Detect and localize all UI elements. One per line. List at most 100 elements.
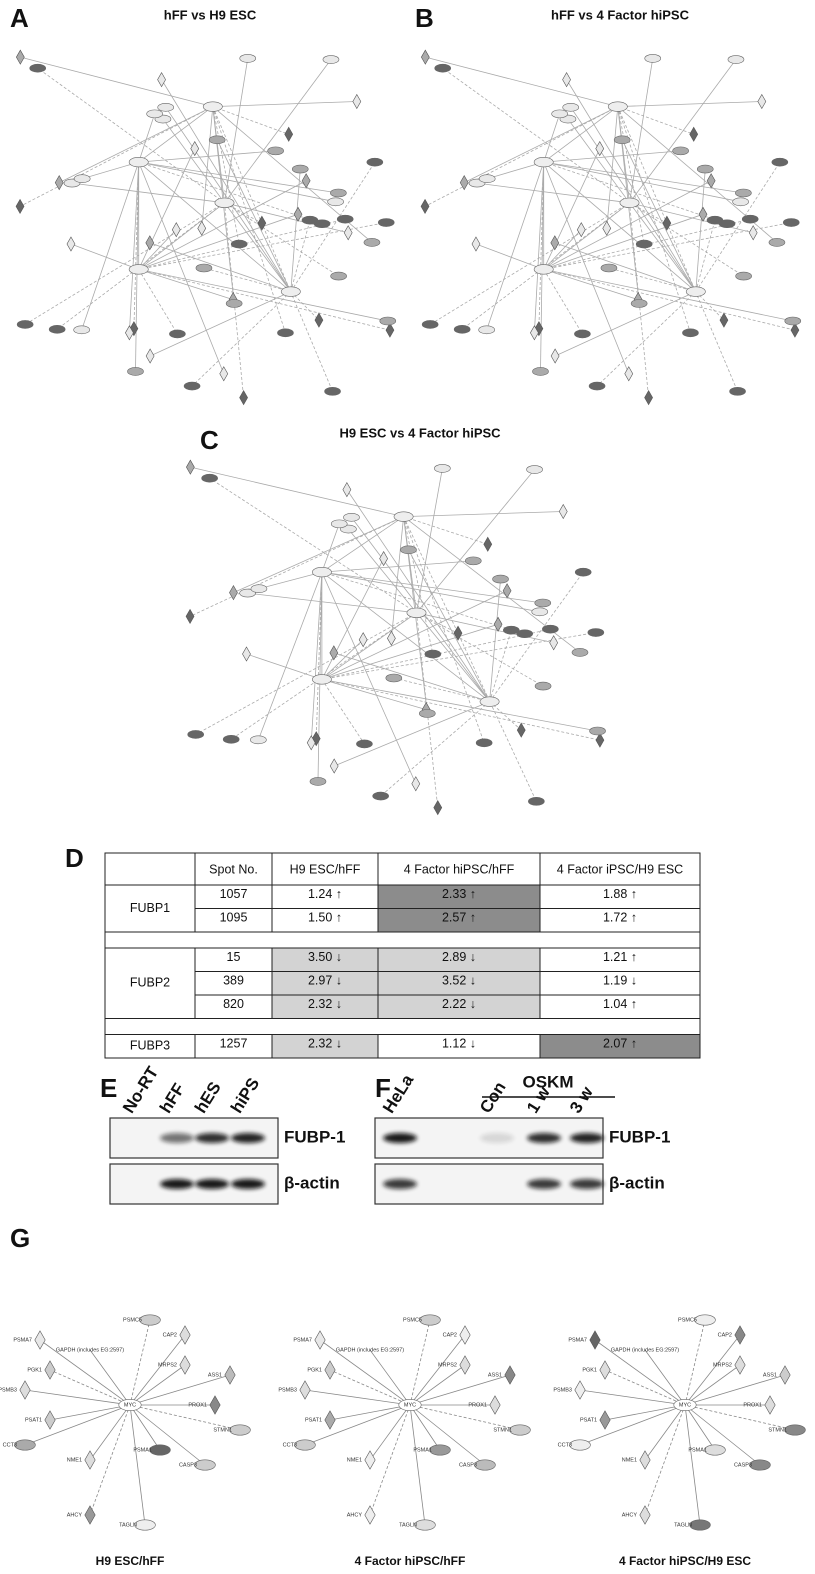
- hub-label: MYC: [404, 1402, 416, 1408]
- edge: [190, 517, 404, 617]
- edge: [645, 1350, 685, 1405]
- edge: [391, 517, 403, 639]
- node: [400, 546, 416, 554]
- edge: [139, 114, 155, 162]
- node: [188, 730, 204, 738]
- edge: [696, 169, 705, 292]
- gene-node: [295, 1440, 316, 1450]
- node: [242, 647, 250, 661]
- gene-label: PSAT1: [25, 1417, 42, 1423]
- edge: [417, 613, 544, 686]
- node: [16, 50, 24, 64]
- gene-node: [210, 1396, 220, 1414]
- node: [572, 648, 588, 656]
- hub-node: [215, 198, 234, 208]
- edge: [394, 678, 490, 702]
- table-text: 2.97 ↓: [308, 974, 342, 988]
- gene-node: [430, 1445, 451, 1455]
- node: [184, 382, 200, 390]
- node: [356, 740, 372, 748]
- node: [772, 158, 788, 166]
- gene-label: MRPS2: [438, 1362, 457, 1368]
- gene-node: [300, 1381, 310, 1399]
- table-text: 1095: [220, 911, 248, 925]
- lane-label: hFF: [156, 1080, 189, 1116]
- gene-label: PROX1: [188, 1402, 207, 1408]
- edge: [190, 467, 403, 516]
- hub-node: [129, 157, 148, 167]
- node: [364, 238, 380, 246]
- band-label: β-actin: [609, 1173, 665, 1192]
- edge: [213, 107, 289, 135]
- node: [74, 175, 90, 183]
- node: [251, 585, 267, 593]
- gene-node: [735, 1356, 745, 1374]
- hub-node: [129, 265, 148, 275]
- panel-letter: B: [415, 3, 434, 33]
- table-cell: [105, 932, 700, 948]
- edge: [630, 60, 736, 203]
- edge: [291, 169, 300, 292]
- gene-label: CCT3: [558, 1442, 572, 1448]
- gene-node: [35, 1331, 45, 1349]
- edge: [410, 1365, 465, 1405]
- band: [570, 1179, 604, 1189]
- edge: [139, 269, 390, 330]
- node: [127, 367, 143, 375]
- node: [226, 299, 242, 307]
- edge: [202, 107, 213, 229]
- table-text: 1.21 ↑: [603, 950, 637, 964]
- edge: [330, 1405, 410, 1420]
- node: [421, 199, 429, 213]
- gene-node: [590, 1331, 600, 1349]
- node: [590, 727, 606, 735]
- table-text: 3.52 ↓: [442, 974, 476, 988]
- gene-label: AHCY: [67, 1512, 83, 1518]
- gene-node: [45, 1361, 55, 1379]
- gene-label: CCT3: [3, 1442, 17, 1448]
- node: [720, 313, 728, 327]
- node: [758, 94, 766, 108]
- gene-label: NME1: [347, 1457, 362, 1463]
- band: [570, 1133, 604, 1143]
- node: [476, 739, 492, 747]
- table-text: 1.24 ↑: [308, 887, 342, 901]
- node: [325, 387, 341, 395]
- node: [202, 474, 218, 482]
- gene-label: PSMA7: [568, 1337, 587, 1343]
- node: [373, 792, 389, 800]
- edge: [404, 511, 564, 516]
- node: [465, 557, 481, 565]
- node: [699, 207, 707, 221]
- gene-node: [600, 1361, 610, 1379]
- node: [769, 238, 785, 246]
- node: [147, 110, 163, 118]
- node: [386, 674, 402, 682]
- gene-node: [230, 1425, 251, 1435]
- edge: [417, 470, 535, 613]
- gene-node: [460, 1326, 470, 1344]
- table-text: 3.50 ↓: [308, 950, 342, 964]
- edge: [544, 151, 681, 162]
- node: [330, 759, 338, 773]
- edge: [305, 1405, 410, 1445]
- node: [733, 198, 749, 206]
- gene-node: [780, 1366, 790, 1384]
- table-text: 15: [227, 950, 241, 964]
- node: [330, 646, 338, 660]
- table-text: 2.32 ↓: [308, 1037, 342, 1051]
- node: [532, 367, 548, 375]
- gene-node: [365, 1451, 375, 1469]
- gene-node: [20, 1381, 30, 1399]
- node: [343, 483, 351, 497]
- edge: [90, 1350, 130, 1405]
- edge: [410, 1405, 485, 1465]
- edge: [645, 1405, 685, 1515]
- edge: [322, 679, 426, 709]
- gene-label: PSMA7: [293, 1337, 312, 1343]
- node: [645, 391, 653, 405]
- edge: [139, 151, 276, 162]
- node: [146, 349, 154, 363]
- figure: AhFF vs H9 ESCBhFF vs 4 Factor hiPSCCH9 …: [0, 0, 815, 1574]
- node: [16, 199, 24, 213]
